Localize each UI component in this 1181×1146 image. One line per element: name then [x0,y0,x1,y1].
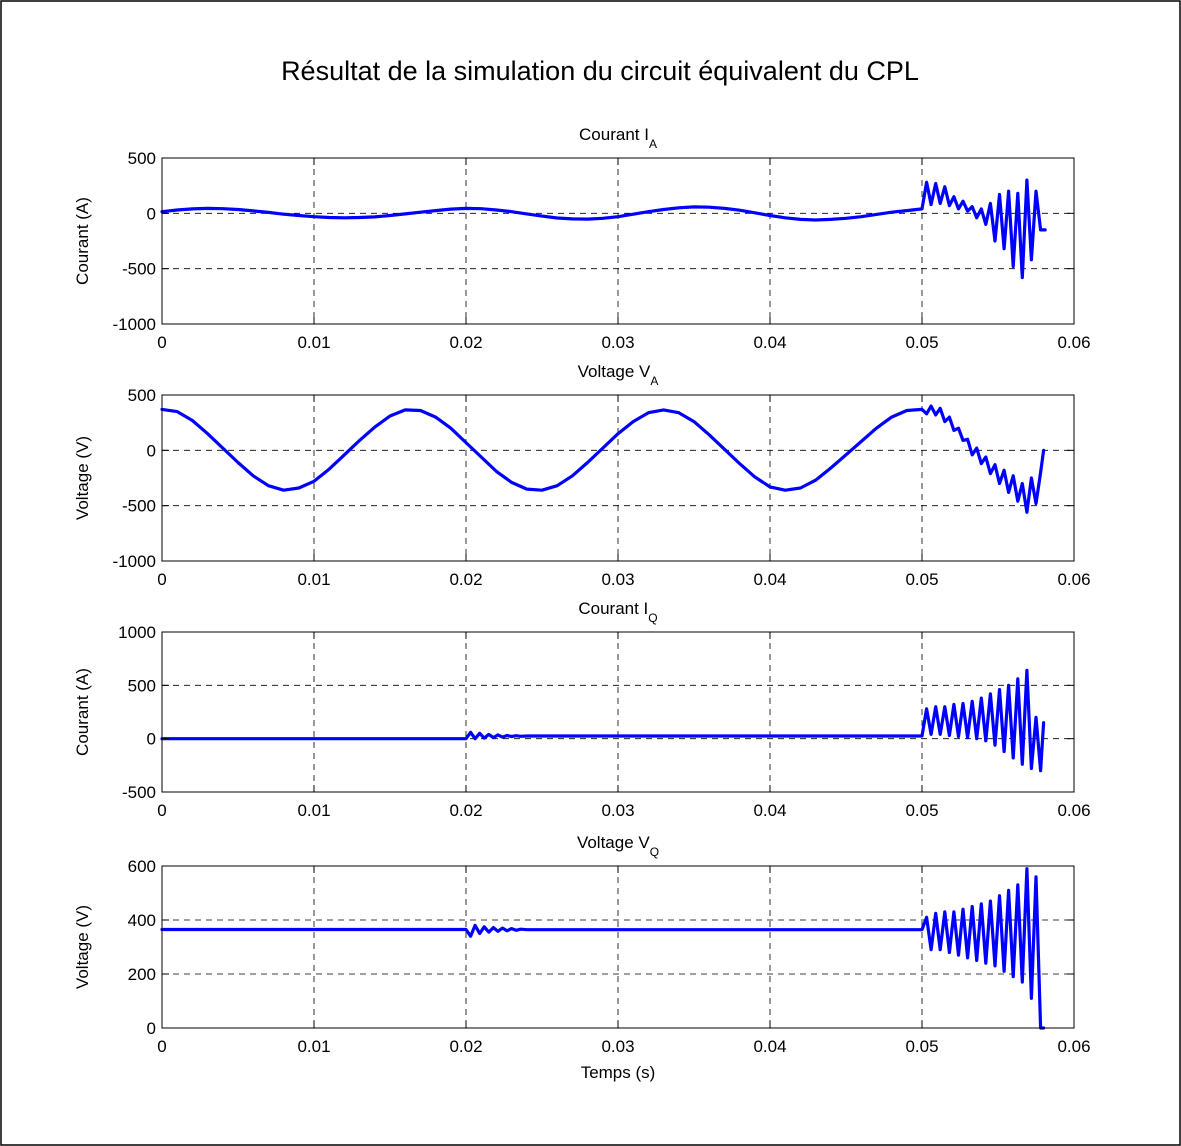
subplot-panels: 0 0.01 0.02 0.03 0.04 0.05 0.06-1000-5000500Co… [73,125,1091,1082]
subplot-title-text: Voltage V [577,833,650,852]
subplot-1: 0 0.01 0.02 0.03 0.04 0.05 0.06 -1000 -500 0 500 Co… [73,125,1091,352]
x-tick-label: 0 [157,801,166,820]
x-tick-label: 0.05 [905,801,938,820]
subplot-3: 0 0.01 0.02 0.03 0.04 0.05 0.06-50005001000Cou… [73,599,1091,820]
x-tick-label: 0.02 [449,801,482,820]
x-tick-label: 0.06 [1057,801,1090,820]
x-tick-label: 0.06 [1057,570,1090,589]
figure-title: Résultat de la simulation du circuit équ… [281,56,919,86]
subplot-title: Courant IQ [578,599,657,625]
y-tick-label: 500 [128,149,156,168]
x-tick-label: 0.02 [449,1037,482,1056]
x-tick-label: 0.05 [905,333,938,352]
y-tick-label: 0 [147,204,156,223]
series-line [160,867,1046,1030]
series-line [160,404,1046,514]
y-tick-label: 500 [128,386,156,405]
x-tick-label: 0.04 [753,333,786,352]
y-axis-label: Voltage (V) [73,905,92,989]
x-tick-label: 0.06 [1057,1037,1090,1056]
y-tick-label: 0 [147,441,156,460]
x-tick-label: 0.01 [297,1037,330,1056]
x-axis-label: Temps (s) [581,1063,656,1082]
x-tick-label: 0.01 [297,333,330,352]
subplot-title-subscript: Q [650,845,659,859]
subplot-title: Voltage VQ [577,833,659,859]
y-axis-label: Voltage (V) [73,436,92,520]
y-tick-label: 500 [128,676,156,695]
x-tick-label: 0.03 [601,1037,634,1056]
series-line [160,178,1047,280]
y-tick-label: 600 [128,857,156,876]
x-tick-label: 0.01 [297,570,330,589]
x-tick-label: 0.05 [905,570,938,589]
subplot-title-subscript: A [650,374,658,388]
x-tick-label: 0.05 [905,1037,938,1056]
series-line [160,668,1046,773]
x-tick-label: 0.04 [753,1037,786,1056]
y-tick-label: 200 [128,965,156,984]
y-tick-label: -500 [122,497,156,516]
subplot-2: 0 0.01 0.02 0.03 0.04 0.05 0.06 -1000 -500 0 500 Vo… [73,362,1091,589]
x-tick-label: 0 [157,333,166,352]
x-tick-label: 0.03 [601,333,634,352]
y-tick-label: -500 [122,783,156,802]
y-tick-label: -1000 [113,552,156,571]
x-tick-label: 0.02 [449,333,482,352]
x-tick-label: 0.04 [753,801,786,820]
subplot-title-text: Courant I [578,599,648,618]
y-axis-label: Courant (A) [73,668,92,756]
subplot-title: Courant IA [579,125,657,151]
x-tick-label: 0.02 [449,570,482,589]
y-tick-label: 0 [147,1019,156,1038]
subplot-title-subscript: Q [648,611,657,625]
y-tick-label: 1000 [118,623,156,642]
y-axis-label: Courant (A) [73,197,92,285]
x-tick-label: 0.06 [1057,333,1090,352]
y-tick-label: -500 [122,260,156,279]
subplot-title-text: Courant I [579,125,649,144]
subplot-title-subscript: A [649,137,657,151]
subplot-title-text: Voltage V [578,362,651,381]
subplot-4: 0 0.01 0.02 0.03 0.04 0.05 0.06 0 200 400 600 Volta… [73,833,1091,1082]
x-tick-label: 0.01 [297,801,330,820]
x-tick-label: 0 [157,1037,166,1056]
y-tick-label: -1000 [113,315,156,334]
x-tick-label: 0.03 [601,801,634,820]
y-tick-label: 400 [128,911,156,930]
subplot-title: Voltage VA [578,362,659,388]
y-tick-label: 0 [147,730,156,749]
x-tick-label: 0.03 [601,570,634,589]
x-tick-label: 0 [157,570,166,589]
x-tick-label: 0.04 [753,570,786,589]
